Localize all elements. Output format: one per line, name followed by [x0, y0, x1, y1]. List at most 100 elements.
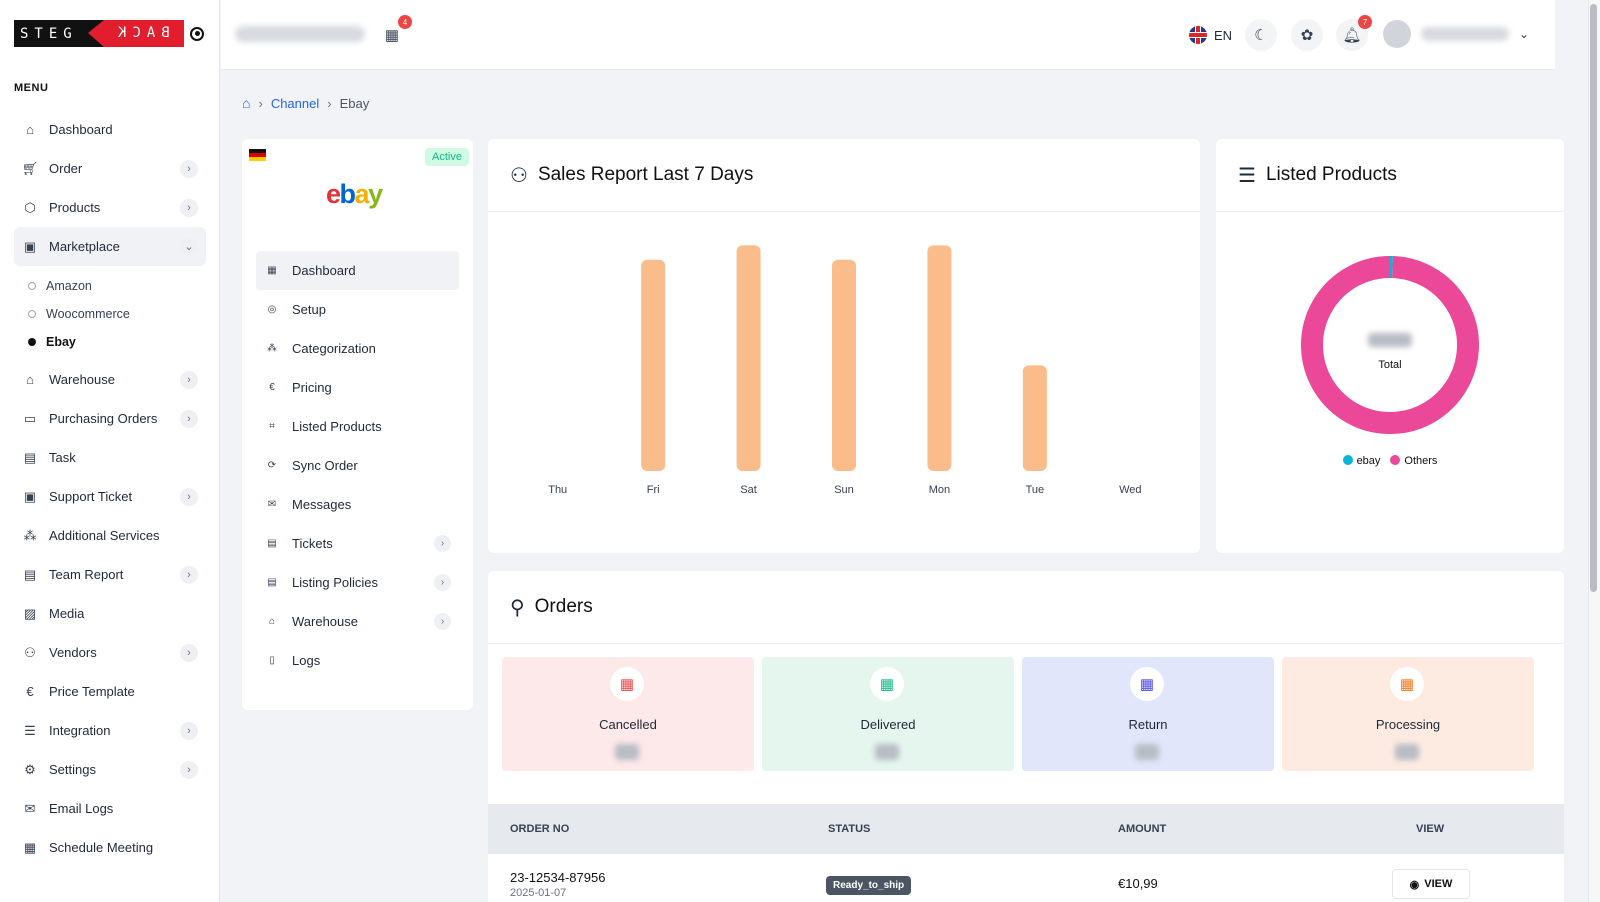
sales-report-title: Sales Report Last 7 Days: [537, 164, 754, 185]
channel-nav-setup[interactable]: ◎ Setup: [256, 290, 459, 329]
sidebar-item-label: Warehouse: [49, 372, 115, 387]
bar-sat[interactable]: [736, 245, 761, 471]
stat-card-delivered[interactable]: ▦ Delivered: [762, 657, 1014, 771]
submenu-item-ebay[interactable]: Ebay: [14, 328, 206, 356]
bell-icon[interactable]: 🔔︎ 7: [1336, 15, 1372, 51]
chevron-right-icon[interactable]: ›: [434, 535, 451, 552]
sidebar-item-schedule-meeting[interactable]: ▦ Schedule Meeting: [14, 828, 206, 867]
breadcrumb-current: Ebay: [339, 95, 370, 111]
sidebar-item-price-template[interactable]: € Price Template: [14, 672, 206, 711]
donut-slice-others[interactable]: [1301, 256, 1479, 434]
chevron-right-icon[interactable]: ›: [180, 760, 198, 779]
legend-item-ebay[interactable]: ebay: [1342, 455, 1380, 467]
chevron-right-icon[interactable]: ›: [180, 370, 198, 389]
chevron-right-icon[interactable]: ›: [180, 159, 198, 178]
sidebar-item-order[interactable]: 🛒︎ Order ›: [14, 149, 206, 188]
sidebar-item-support-ticket[interactable]: ▣ Support Ticket ›: [14, 477, 206, 516]
submenu-item-woocommerce[interactable]: Woocommerce: [14, 300, 206, 328]
channel-nav-dashboard[interactable]: ▦ Dashboard: [256, 251, 459, 290]
orders-title: Orders: [534, 596, 593, 617]
page-scrollbar[interactable]: [1588, 0, 1600, 902]
scrollbar-thumb[interactable]: [1590, 4, 1597, 592]
policy-icon: ▤: [267, 577, 277, 588]
user-name-blurred: [1421, 27, 1509, 41]
sidebar-item-label: Products: [49, 200, 101, 215]
sidebar: STEG BACK MENU ⌂ Dashboard 🛒︎ Order › ⬡ Produc…: [0, 0, 220, 902]
bar-tue[interactable]: [1022, 365, 1047, 471]
channel-nav-messages[interactable]: ✉ Messages: [256, 485, 459, 524]
sidebar-item-settings[interactable]: ⚙ Settings ›: [14, 750, 206, 789]
order-number[interactable]: 23-12534-87956: [510, 870, 606, 885]
legend-item-others[interactable]: Others: [1390, 455, 1437, 467]
ebay-logo: ebay: [326, 179, 383, 209]
channel-nav-listed-products[interactable]: ⌗ Listed Products: [256, 407, 459, 446]
channel-nav-label: Logs: [292, 653, 321, 668]
sidebar-item-purchasing-orders[interactable]: ▭ Purchasing Orders ›: [14, 399, 206, 438]
chevron-right-icon[interactable]: ›: [180, 565, 198, 584]
sidebar-item-media[interactable]: ▨ Media: [14, 594, 206, 633]
home-icon[interactable]: ⌂: [242, 95, 251, 111]
channel-nav-label: Categorization: [292, 341, 376, 356]
bag-icon: ▣: [23, 238, 37, 254]
sidebar-item-integration[interactable]: ☰ Integration ›: [14, 711, 206, 750]
sidebar-item-additional-services[interactable]: ⁂ Additional Services: [14, 516, 206, 555]
sidebar-item-label: Order: [49, 161, 83, 176]
sidebar-item-task[interactable]: ▤ Task: [14, 438, 206, 477]
bar-sun[interactable]: [832, 259, 856, 471]
home-icon: ⌂: [26, 122, 34, 137]
language-selector[interactable]: EN: [1189, 26, 1232, 44]
sidebar-item-products[interactable]: ⬡ Products ›: [14, 188, 206, 227]
calculator-icon: ▦: [1130, 667, 1164, 701]
sidebar-item-team-report[interactable]: ▤ Team Report ›: [14, 555, 206, 594]
donut-center-label: Total: [1378, 359, 1401, 371]
sidebar-item-email-logs[interactable]: ✉ Email Logs: [14, 789, 206, 828]
sidebar-toggle-icon[interactable]: [190, 26, 204, 41]
stat-card-return[interactable]: ▦ Return: [1022, 657, 1274, 771]
bar-mon[interactable]: [927, 245, 952, 471]
calculator-icon: ▦: [870, 667, 904, 701]
euro-icon: €: [26, 684, 34, 699]
brand-logo[interactable]: STEG BACK: [14, 20, 204, 47]
sidebar-item-vendors[interactable]: ⚇ Vendors ›: [14, 633, 206, 672]
view-button[interactable]: ◉ VIEW: [1392, 869, 1470, 899]
avatar: [1383, 20, 1411, 48]
top-header: ▦ 4 EN ☾ ✿ 🔔︎ 7 ⌄: [221, 0, 1555, 70]
sidebar-item-warehouse[interactable]: ⌂ Warehouse ›: [14, 360, 206, 399]
chevron-right-icon[interactable]: ›: [434, 574, 451, 591]
channel-nav-tickets[interactable]: ▤ Tickets ›: [256, 524, 459, 563]
breadcrumb-channel-link[interactable]: Channel: [270, 95, 320, 111]
channel-nav-categorization[interactable]: ⁂ Categorization: [256, 329, 459, 368]
chevron-right-icon[interactable]: ›: [180, 409, 198, 428]
listed-products-title: Listed Products: [1265, 164, 1397, 185]
chevron-right-icon[interactable]: ›: [180, 198, 198, 217]
column-status: STATUS: [828, 823, 871, 835]
submenu-item-amazon[interactable]: Amazon: [14, 272, 206, 300]
channel-nav-label: Sync Order: [292, 458, 358, 473]
stat-card-processing[interactable]: ▦ Processing: [1282, 657, 1534, 771]
legend-swatch: [1390, 455, 1401, 465]
company-name-blurred[interactable]: [235, 26, 365, 42]
dark-mode-icon[interactable]: ☾: [1245, 19, 1277, 51]
channel-nav-listing-policies[interactable]: ▤ Listing Policies ›: [256, 563, 459, 602]
channel-nav-sync-order[interactable]: ⟳ Sync Order: [256, 446, 459, 485]
logo-text-left: STEG: [20, 25, 78, 42]
channel-nav-warehouse[interactable]: ⌂ Warehouse ›: [256, 602, 459, 641]
palette-icon[interactable]: ✿: [1291, 19, 1323, 51]
euro-icon: €: [269, 382, 275, 393]
chevron-right-icon[interactable]: ›: [180, 643, 198, 662]
chevron-right-icon[interactable]: ›: [434, 613, 451, 630]
chevron-down-icon[interactable]: ⌄: [180, 237, 198, 256]
sidebar-item-marketplace[interactable]: ▣ Marketplace ⌄: [14, 227, 206, 266]
submenu-item-label: Amazon: [46, 279, 92, 293]
chevron-right-icon[interactable]: ›: [180, 487, 198, 506]
user-menu[interactable]: ⌄: [1383, 20, 1529, 48]
store-switch-icon[interactable]: ▦ 4: [376, 15, 412, 51]
channel-nav-pricing[interactable]: € Pricing: [256, 368, 459, 407]
channel-nav-logs[interactable]: ▯ Logs: [256, 641, 459, 680]
bar-fri[interactable]: [641, 259, 666, 471]
cart-icon: 🛒︎: [21, 160, 39, 176]
stat-card-cancelled[interactable]: ▦ Cancelled: [502, 657, 754, 771]
marketplace-submenu: Amazon Woocommerce Ebay: [14, 266, 206, 360]
chevron-right-icon[interactable]: ›: [180, 721, 198, 740]
sidebar-item-dashboard[interactable]: ⌂ Dashboard: [14, 110, 206, 149]
